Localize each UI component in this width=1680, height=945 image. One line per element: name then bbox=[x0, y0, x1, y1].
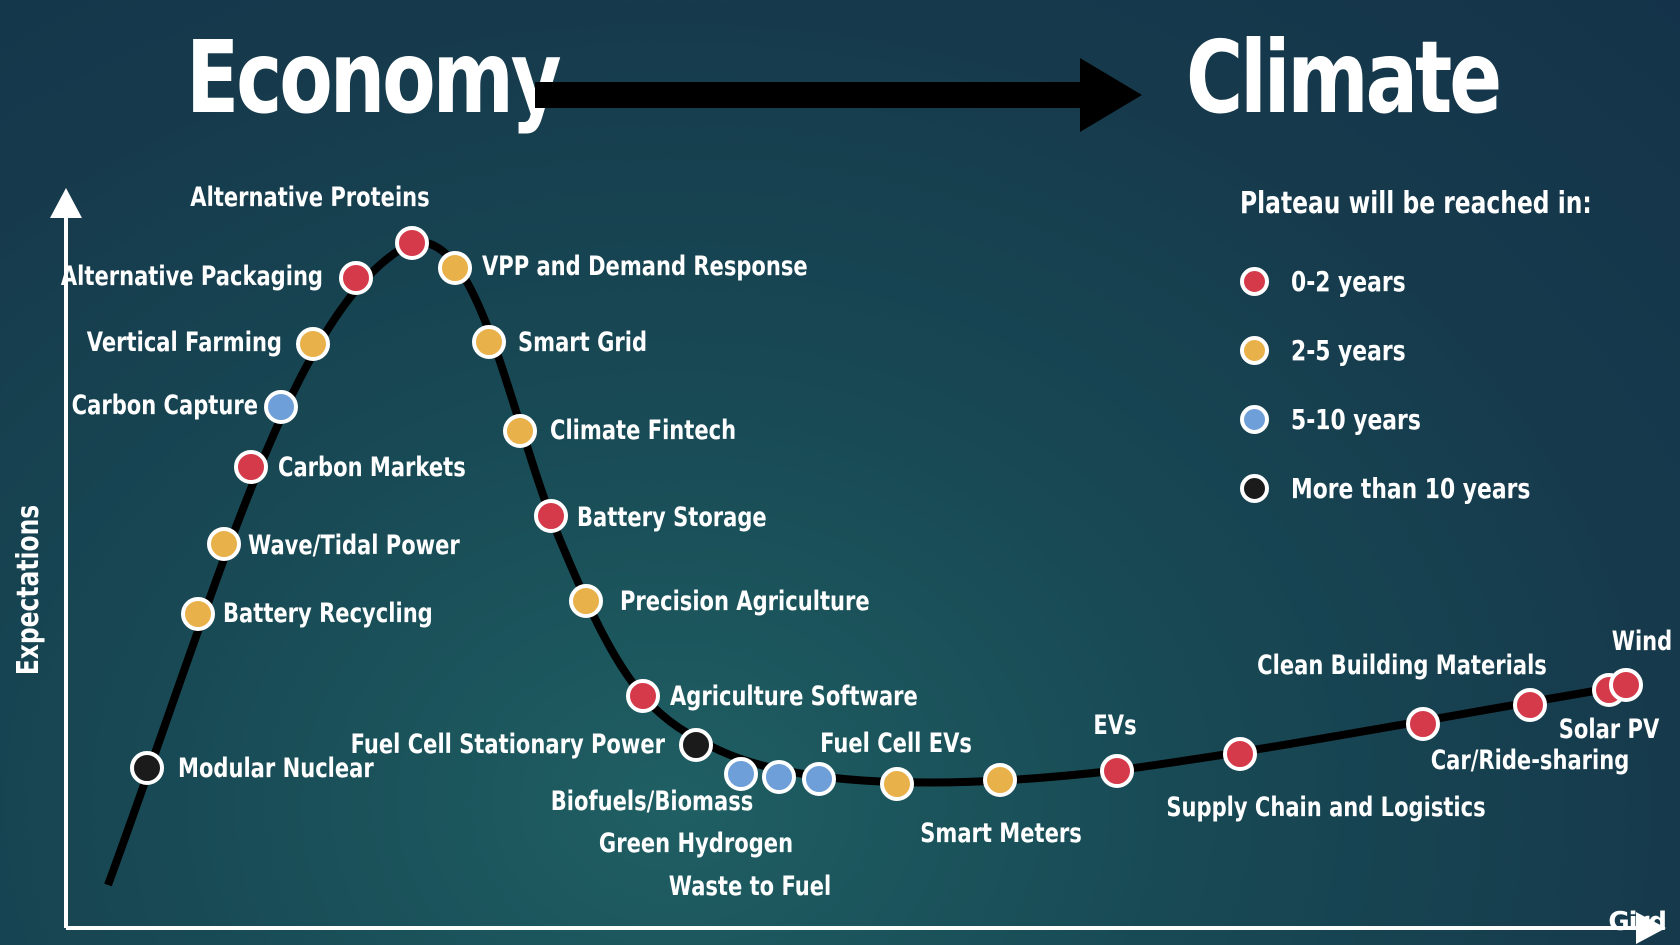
red-dot-icon bbox=[1240, 267, 1269, 296]
data-point-marker bbox=[880, 767, 914, 801]
data-point-marker bbox=[679, 728, 713, 762]
data-point-label: Battery Storage bbox=[577, 501, 767, 532]
data-point-label: Alternative Proteins bbox=[190, 181, 429, 212]
data-point-marker bbox=[1223, 737, 1257, 771]
data-point-marker bbox=[1513, 688, 1547, 722]
data-point-marker bbox=[802, 762, 836, 796]
data-point-label: Biofuels/Biomass bbox=[551, 785, 754, 816]
legend-label: 0-2 years bbox=[1291, 265, 1406, 298]
data-point-label: Modular Nuclear bbox=[178, 752, 374, 783]
black-dot-icon bbox=[1240, 474, 1269, 503]
data-point-marker bbox=[438, 251, 472, 285]
data-point-marker bbox=[503, 414, 537, 448]
legend-item-2-5-years: 2-5 years bbox=[1240, 316, 1680, 385]
data-point-marker bbox=[1406, 707, 1440, 741]
data-point-marker bbox=[724, 757, 758, 791]
data-point-marker bbox=[207, 527, 241, 561]
data-point-marker bbox=[534, 499, 568, 533]
title-climate: Climate bbox=[1186, 19, 1502, 136]
legend-item-5-10-years: 5-10 years bbox=[1240, 385, 1680, 454]
data-point-label: Carbon Capture bbox=[72, 389, 258, 420]
data-point-label: Wind bbox=[1612, 625, 1673, 656]
blue-dot-icon bbox=[1240, 405, 1269, 434]
economy-to-climate-arrow-icon bbox=[535, 58, 1142, 132]
gird-logo: Gird bbox=[1608, 907, 1667, 937]
data-point-marker bbox=[264, 390, 298, 424]
data-point-label: Agriculture Software bbox=[670, 680, 918, 711]
data-point-label: Smart Meters bbox=[920, 817, 1082, 848]
data-point-marker bbox=[339, 261, 373, 295]
data-point-label: Climate Fintech bbox=[550, 414, 736, 445]
data-point-label: Smart Grid bbox=[518, 326, 647, 357]
data-point-label: Supply Chain and Logistics bbox=[1166, 791, 1485, 822]
data-point-marker bbox=[1609, 668, 1643, 702]
legend-item-0-2-years: 0-2 years bbox=[1240, 247, 1680, 316]
data-point-label: Solar PV bbox=[1559, 713, 1660, 744]
legend-label: More than 10 years bbox=[1291, 472, 1531, 505]
data-point-marker bbox=[234, 450, 268, 484]
legend-title: Plateau will be reached in: bbox=[1240, 186, 1592, 221]
hype-curve bbox=[104, 238, 1631, 887]
data-markers bbox=[130, 226, 1643, 801]
data-point-marker bbox=[626, 679, 660, 713]
chart-axes bbox=[50, 188, 1666, 944]
data-point-label: Clean Building Materials bbox=[1257, 649, 1547, 680]
data-point-label: VPP and Demand Response bbox=[482, 250, 808, 281]
data-point-marker bbox=[296, 327, 330, 361]
yellow-dot-icon bbox=[1240, 336, 1269, 365]
legend-label: 5-10 years bbox=[1291, 403, 1421, 436]
data-point-label: EVs bbox=[1093, 709, 1136, 740]
data-point-label: Wave/Tidal Power bbox=[248, 529, 460, 560]
data-point-label: Precision Agriculture bbox=[620, 585, 870, 616]
data-point-label: Fuel Cell EVs bbox=[820, 727, 972, 758]
data-point-marker bbox=[1100, 754, 1134, 788]
legend-label: 2-5 years bbox=[1291, 334, 1406, 367]
y-axis-label: Expectations bbox=[11, 505, 46, 675]
data-point-label: Waste to Fuel bbox=[669, 870, 832, 901]
data-point-marker bbox=[983, 763, 1017, 797]
data-point-label: Vertical Farming bbox=[87, 326, 282, 357]
data-labels: Modular Nuclear Battery Recycling Wave/Tid… bbox=[61, 181, 1672, 901]
legend-item-more-than-10-years: More than 10 years bbox=[1240, 454, 1680, 523]
data-point-marker bbox=[181, 597, 215, 631]
data-point-label: Fuel Cell Stationary Power bbox=[351, 728, 665, 759]
data-point-label: Car/Ride-sharing bbox=[1431, 744, 1630, 775]
data-point-label: Alternative Packaging bbox=[61, 260, 323, 291]
data-point-marker bbox=[762, 760, 796, 794]
title-economy: Economy bbox=[186, 19, 562, 136]
data-point-marker bbox=[472, 325, 506, 359]
data-point-marker bbox=[569, 584, 603, 618]
data-point-label: Carbon Markets bbox=[278, 451, 466, 482]
data-point-label: Green Hydrogen bbox=[599, 827, 793, 858]
data-point-marker bbox=[395, 226, 429, 260]
legend: Plateau will be reached in: 0-2 years 2-… bbox=[1240, 186, 1680, 523]
data-point-label: Battery Recycling bbox=[223, 597, 433, 628]
data-point-marker bbox=[130, 751, 164, 785]
